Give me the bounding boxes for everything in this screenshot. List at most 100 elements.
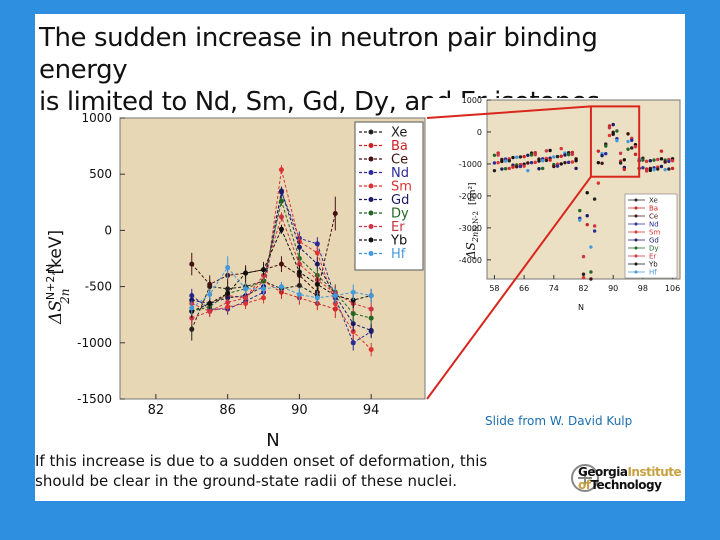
legend-label-dy: Dy bbox=[391, 207, 409, 222]
data-point-yb-1 bbox=[207, 300, 213, 306]
inset-point-62-1 bbox=[507, 166, 511, 171]
inset-x-axis-label: N bbox=[578, 303, 584, 312]
inset-legend-marker-xe bbox=[634, 198, 638, 202]
data-point-hf-6 bbox=[296, 291, 302, 297]
data-point-er-5 bbox=[278, 214, 284, 220]
inset-x-tick-label-5: 98 bbox=[638, 284, 648, 293]
inset-point-85-1 bbox=[592, 197, 597, 201]
legend-label-nd: Nd bbox=[391, 166, 409, 181]
inset-point-94-1 bbox=[626, 139, 630, 144]
main-chart: 1000 500 0 -500 -1000 -1500 82 86 90 94 N ΔSN+2,N2n… bbox=[44, 111, 426, 451]
inset-point-71-2 bbox=[540, 159, 545, 163]
legend-marker-er bbox=[368, 224, 374, 229]
data-point-gd-0 bbox=[189, 297, 195, 303]
x-tick-label-2: 90 bbox=[291, 403, 308, 418]
inset-x-tick-label-4: 90 bbox=[608, 284, 618, 293]
inset-point-65-2 bbox=[518, 164, 523, 169]
inset-legend-marker-gd bbox=[634, 238, 638, 242]
legend-box bbox=[354, 121, 424, 271]
data-point-dy-9 bbox=[350, 311, 356, 317]
inset-y-label-unit: [fm²] bbox=[468, 182, 478, 205]
inset-legend-label-nd: Nd bbox=[649, 221, 659, 229]
data-point-er-3 bbox=[243, 295, 249, 301]
data-point-sm-7 bbox=[314, 250, 320, 256]
inset-legend-label-yb: Yb bbox=[648, 261, 658, 269]
data-point-xe-0 bbox=[189, 326, 195, 332]
inset-legend-marker-ba bbox=[634, 206, 638, 210]
inset-point-71-1 bbox=[540, 166, 545, 171]
inset-point-84-0 bbox=[589, 270, 593, 274]
data-point-dy-5 bbox=[278, 198, 284, 204]
inset-point-90-1 bbox=[611, 122, 615, 127]
inset-point-86-2 bbox=[596, 181, 601, 185]
inset-legend-marker-nd bbox=[634, 222, 638, 226]
highlight-connector-bottom bbox=[426, 176, 592, 400]
legend-label-ce: Ce bbox=[391, 153, 408, 168]
inset-legend-marker-er bbox=[634, 254, 638, 258]
inset-legend-marker-hf bbox=[634, 270, 638, 274]
inset-point-83-1 bbox=[585, 190, 589, 195]
inset-point-80-2 bbox=[574, 159, 578, 163]
inset-point-96-2 bbox=[633, 144, 638, 149]
series-hf bbox=[189, 256, 374, 315]
inset-y-label-sub: 2n bbox=[471, 232, 480, 243]
inset-point-96-1 bbox=[633, 152, 638, 157]
logo-word-institute: Institute bbox=[627, 465, 682, 479]
inset-point-83-2 bbox=[585, 222, 589, 227]
inset-point-91-1 bbox=[615, 129, 619, 133]
inset-point-92-2 bbox=[618, 161, 623, 165]
legend-label-sm: Sm bbox=[391, 180, 412, 195]
data-point-ce-1 bbox=[207, 281, 213, 287]
logo-word-georgia: Georgia bbox=[578, 465, 628, 479]
legend-label-yb: Yb bbox=[390, 234, 407, 249]
data-point-hf-4 bbox=[261, 286, 267, 292]
inset-point-78-2 bbox=[566, 152, 571, 157]
legend-marker-ce bbox=[368, 156, 374, 162]
inset-point-102-1 bbox=[656, 157, 660, 162]
data-point-yb-4 bbox=[261, 267, 267, 273]
data-point-er-10 bbox=[368, 306, 374, 312]
y-axis-label: ΔSN+2,N2n [keV] bbox=[44, 230, 72, 325]
inset-point-61-1 bbox=[503, 167, 508, 171]
georgia-tech-logo: GeorgiaInstitute ofTechnology bbox=[570, 460, 682, 496]
inset-point-106-1 bbox=[670, 166, 675, 171]
legend-label-ba: Ba bbox=[391, 139, 408, 154]
inset-point-103-0 bbox=[659, 164, 664, 169]
inset-point-95-2 bbox=[630, 138, 634, 142]
legend-label-gd: Gd bbox=[391, 193, 409, 208]
inset-point-98-2 bbox=[641, 158, 645, 162]
inset-point-79-2 bbox=[570, 152, 575, 157]
inset-point-86-1 bbox=[596, 149, 601, 153]
credit-text: Slide from W. David Kulp bbox=[485, 414, 633, 428]
inset-legend-marker-sm bbox=[634, 230, 638, 234]
inset-point-67-1 bbox=[526, 161, 530, 165]
inset-point-59-1 bbox=[496, 160, 500, 165]
inset-point-90-2 bbox=[611, 132, 615, 136]
inset-y-label-main: ΔS bbox=[464, 242, 478, 260]
data-point-hf-0 bbox=[189, 305, 195, 311]
inset-x-tick-label-0: 58 bbox=[489, 284, 499, 293]
y-tick-label-2: 0 bbox=[104, 223, 112, 237]
series-line-hf bbox=[191, 266, 372, 309]
inset-y-label-super: N,N-2 bbox=[472, 211, 480, 232]
inset-point-94-0 bbox=[626, 147, 630, 151]
data-point-hf-2 bbox=[225, 264, 231, 270]
y-tick-label-1: 500 bbox=[89, 167, 112, 181]
inset-point-80-1 bbox=[574, 166, 578, 171]
inset-point-58-0 bbox=[492, 168, 497, 173]
inset-y-tick-label-0: 1000 bbox=[462, 96, 482, 105]
data-point-hf-9 bbox=[350, 289, 356, 295]
inset-point-94-2 bbox=[626, 132, 630, 136]
inset-point-72-2 bbox=[544, 158, 549, 163]
y-axis-label-unit: [keV] bbox=[46, 230, 66, 275]
inset-point-64-2 bbox=[514, 165, 519, 169]
y-tick-label-0: 1000 bbox=[81, 111, 112, 125]
data-point-yb-2 bbox=[225, 290, 231, 296]
inset-point-105-2 bbox=[667, 159, 671, 164]
inset-point-81-1 bbox=[578, 208, 582, 213]
data-point-er-1 bbox=[207, 308, 213, 314]
inset-point-63-1 bbox=[511, 155, 515, 160]
inset-point-75-2 bbox=[555, 164, 560, 168]
inset-point-85-0 bbox=[592, 224, 597, 228]
inset-point-87-2 bbox=[600, 153, 604, 158]
